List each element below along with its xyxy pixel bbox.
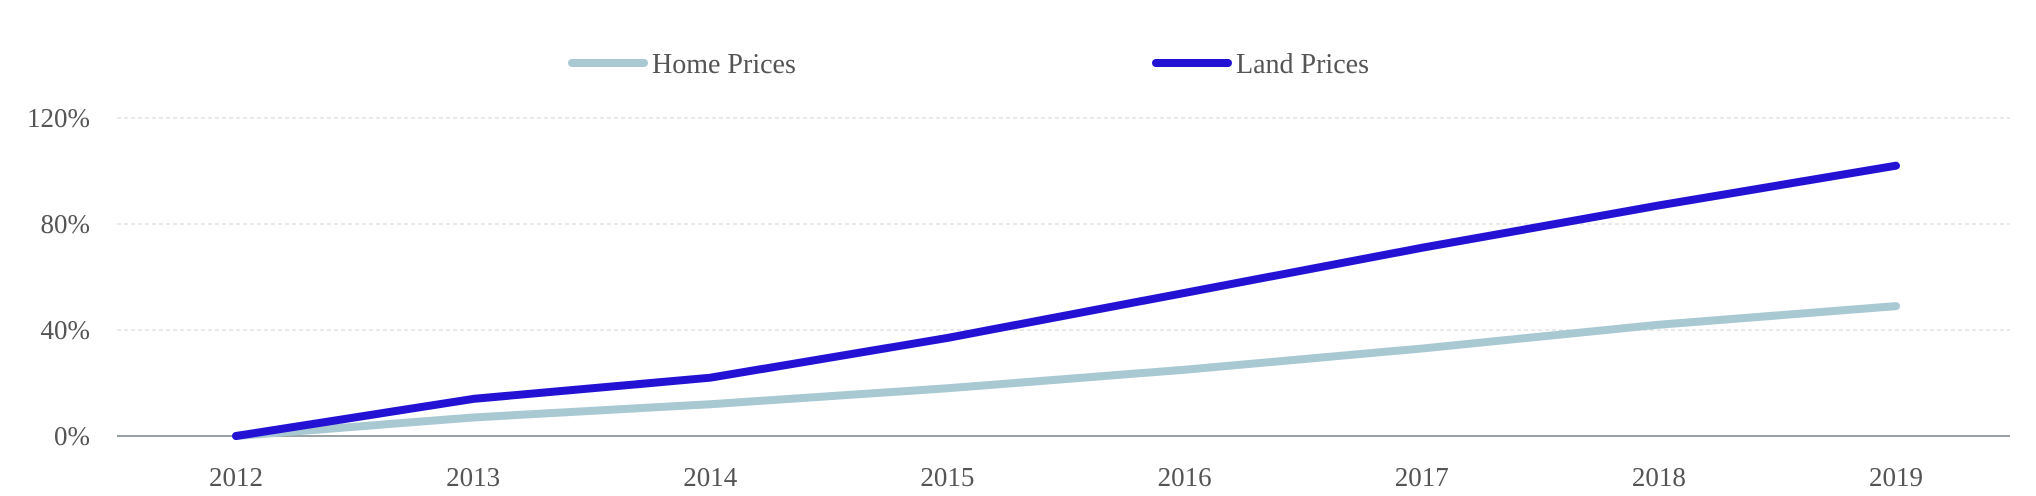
x-tick-label: 2012	[209, 462, 263, 492]
x-tick-label: 2016	[1158, 462, 1212, 492]
series-line-home-prices	[232, 302, 1900, 440]
legend-label: Home Prices	[652, 49, 796, 80]
y-tick-label: 0%	[54, 421, 90, 451]
x-tick-label: 2019	[1869, 462, 1923, 492]
series-line-land-prices	[232, 161, 1900, 440]
legend: Home Prices Land Prices	[568, 49, 1369, 80]
x-tick-label: 2014	[683, 462, 738, 492]
y-tick-label: 40%	[41, 315, 91, 345]
gridlines	[117, 117, 2010, 331]
series-lines	[232, 161, 1900, 440]
legend-item: Home Prices	[568, 49, 796, 80]
x-tick-label: 2013	[446, 462, 500, 492]
legend-item: Land Prices	[1152, 49, 1369, 80]
y-tick-label: 120%	[27, 103, 90, 133]
x-tick-label: 2015	[920, 462, 974, 492]
x-tick-label: 2018	[1632, 462, 1686, 492]
y-axis-ticks: 0% 40% 80% 120%	[27, 103, 90, 451]
x-tick-label: 2017	[1395, 462, 1449, 492]
x-axis-ticks: 2012 2013 2014 2015 2016 2017 2018 2019	[209, 462, 1923, 492]
y-tick-label: 80%	[41, 209, 91, 239]
legend-label: Land Prices	[1236, 49, 1369, 80]
